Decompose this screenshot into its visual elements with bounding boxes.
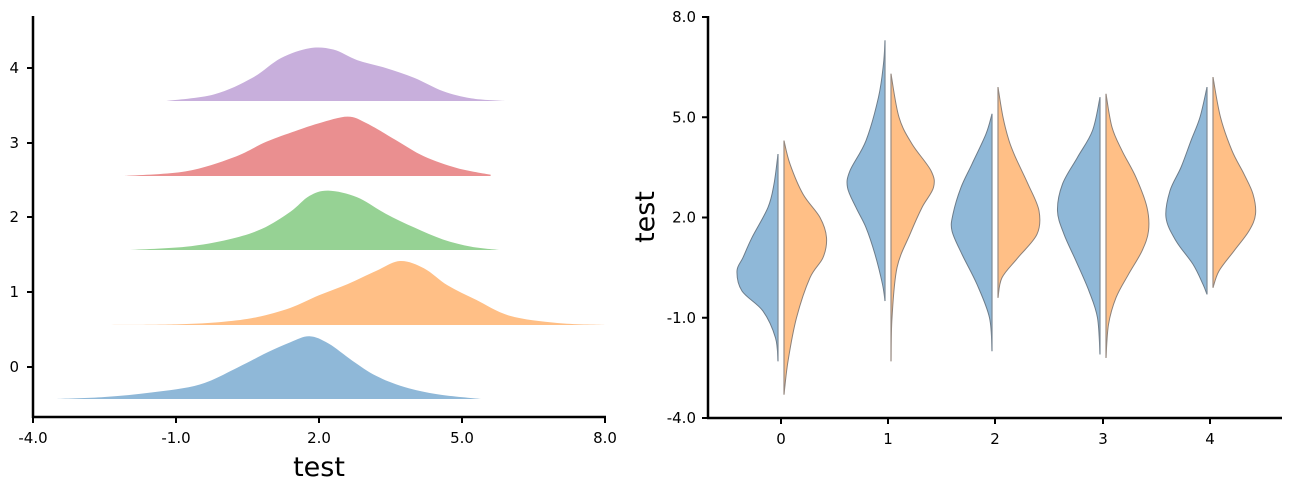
violin-right-4 bbox=[1212, 77, 1257, 288]
x-tick-label: 8.0 bbox=[593, 429, 617, 447]
y-tick-label: 1 bbox=[9, 283, 19, 301]
x-tick-label: 0 bbox=[776, 430, 786, 448]
y-tick-label: -1.0 bbox=[667, 309, 696, 327]
y-tick-label: 5.0 bbox=[672, 108, 696, 126]
violin-left-3 bbox=[1056, 97, 1101, 355]
x-tick-label: -1.0 bbox=[161, 429, 190, 447]
x-tick-label: 2.0 bbox=[307, 429, 331, 447]
violin-left-1 bbox=[846, 40, 886, 302]
y-tick-label: 3 bbox=[9, 134, 19, 152]
y-axis-title: test bbox=[630, 191, 661, 243]
violin-right-3 bbox=[1105, 93, 1150, 358]
violin-right-2 bbox=[997, 87, 1041, 298]
x-tick-label: 5.0 bbox=[450, 429, 474, 447]
ridge-area-4 bbox=[166, 47, 505, 101]
y-tick-label: 4 bbox=[9, 59, 19, 77]
violin-left-4 bbox=[1165, 87, 1208, 295]
ridge-area-2 bbox=[128, 190, 501, 250]
x-tick-label: 4 bbox=[1205, 430, 1215, 448]
violin-left-2 bbox=[950, 113, 993, 352]
y-tick-label: 8.0 bbox=[672, 8, 696, 26]
violin-right-0 bbox=[783, 140, 828, 395]
x-tick-label: 2 bbox=[990, 430, 1000, 448]
ridgeline-chart: 0 1 2 3 4 -4.0 -1.0 2.0 5.0 8.0 test bbox=[9, 16, 617, 483]
y-tick-label: 0 bbox=[9, 358, 19, 376]
x-axis-title: test bbox=[293, 452, 345, 483]
ridge-area-0 bbox=[56, 336, 482, 399]
y-tick-label: 2.0 bbox=[672, 209, 696, 227]
y-tick-label: 2 bbox=[9, 208, 19, 226]
x-tick-label: 3 bbox=[1098, 430, 1108, 448]
violin-right-1 bbox=[890, 73, 935, 362]
ridge-area-1 bbox=[104, 260, 605, 325]
ridge-area-3 bbox=[123, 116, 491, 176]
x-tick-label: 1 bbox=[883, 430, 893, 448]
split-violin-chart: -4.0 -1.0 2.0 5.0 8.0 0 1 2 3 4 test bbox=[630, 8, 1282, 448]
y-tick-label: -4.0 bbox=[667, 409, 696, 427]
violin-left-0 bbox=[736, 153, 779, 362]
x-tick-label: -4.0 bbox=[18, 429, 47, 447]
